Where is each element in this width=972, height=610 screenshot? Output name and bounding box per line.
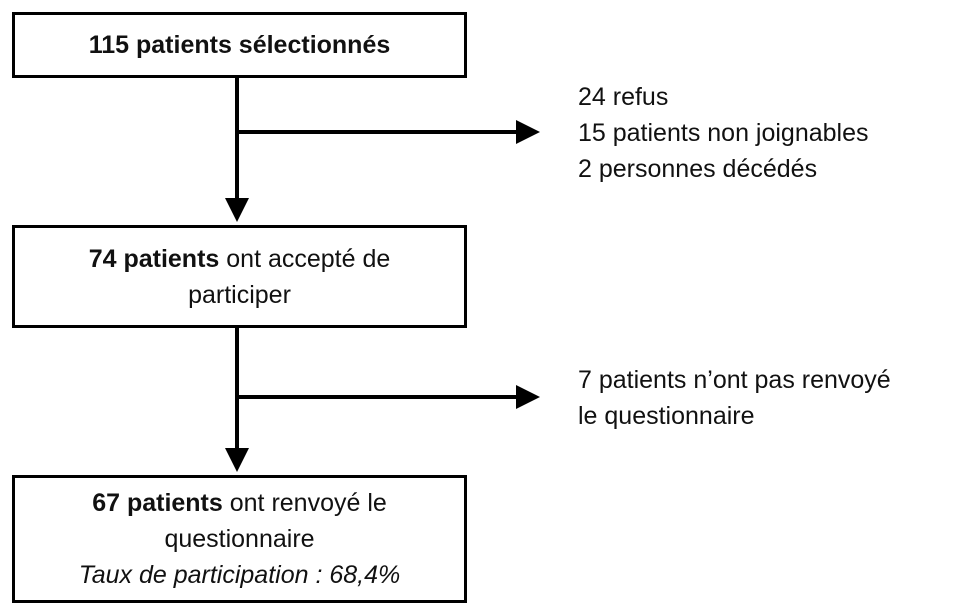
exclusion-line: 7 patients n’ont pas renvoyé [578,366,891,394]
node-line: 74 patients ont accepté de [89,241,391,277]
exclusion-line: 24 refus [578,83,669,111]
node-line: 115 patients sélectionnés [89,27,391,63]
node-line: participer [188,280,291,309]
node-line: 67 patients ont renvoyé le [92,485,387,521]
node-box: 115 patients sélectionnés [12,12,467,78]
exclusion-note: 7 patients n’ont pas renvoyé le question… [578,362,891,434]
exclusion-line: le questionnaire [578,402,755,430]
node-note: Taux de participation : 68,4% [78,561,401,589]
node-bold: 115 patients sélectionnés [88,31,391,59]
node-line: questionnaire [164,525,315,553]
node-bold: 67 patients [92,489,223,517]
exclusion-line: 2 personnes décédés [578,155,818,183]
node-line: Taux de participation : 68,4% [79,557,401,593]
node-text: ont renvoyé le [229,489,387,517]
exclusion-line: 15 patients non joignables [578,119,869,147]
node-box: 67 patients ont renvoyé le questionnaire… [12,475,467,603]
node-bold: 74 patients [88,244,220,273]
node-text: ont accepté de [226,244,391,273]
node-box: 74 patients ont accepté de participer [12,225,467,328]
exclusion-note: 24 refus 15 patients non joignables 2 pe… [578,79,869,187]
